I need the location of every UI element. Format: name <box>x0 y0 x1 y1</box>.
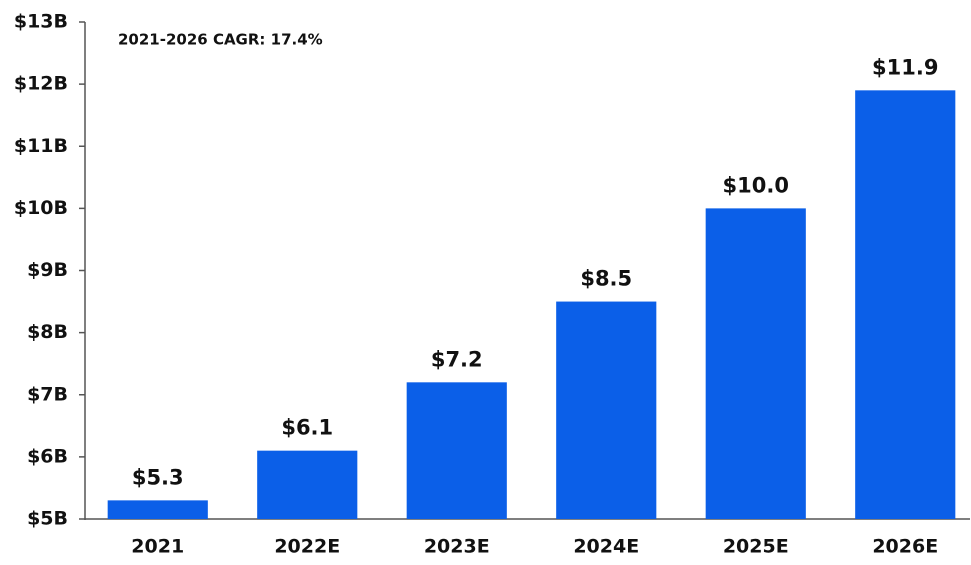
y-tick-label: $6B <box>27 445 68 467</box>
x-tick-label: 2021 <box>131 536 184 558</box>
value-label: $7.2 <box>431 347 483 371</box>
bar <box>855 90 956 520</box>
x-tick-label: 2022E <box>274 536 340 558</box>
x-tick-label: 2023E <box>424 536 490 558</box>
value-label: $11.9 <box>872 55 938 79</box>
y-tick-label: $7B <box>27 383 68 405</box>
bar <box>556 301 657 519</box>
x-tick-label: 2024E <box>573 536 639 558</box>
bar <box>257 450 358 519</box>
y-tick-label: $9B <box>27 259 68 281</box>
value-label: $8.5 <box>580 267 632 291</box>
y-tick-label: $8B <box>27 321 68 343</box>
y-tick-label: $5B <box>27 508 68 530</box>
y-tick-label: $12B <box>14 73 68 95</box>
bar <box>705 208 806 519</box>
x-tick-label: 2026E <box>872 536 938 558</box>
value-label: $10.0 <box>723 173 789 197</box>
annotation: 2021-2026 CAGR: 17.4% <box>118 31 323 49</box>
y-tick-label: $10B <box>14 197 68 219</box>
value-label: $6.1 <box>281 416 333 440</box>
y-tick-label: $11B <box>14 135 68 157</box>
x-tick-label: 2025E <box>723 536 789 558</box>
value-label: $5.3 <box>132 465 184 489</box>
bar <box>107 500 208 519</box>
bar <box>406 382 507 519</box>
y-tick-label: $13B <box>14 11 68 33</box>
